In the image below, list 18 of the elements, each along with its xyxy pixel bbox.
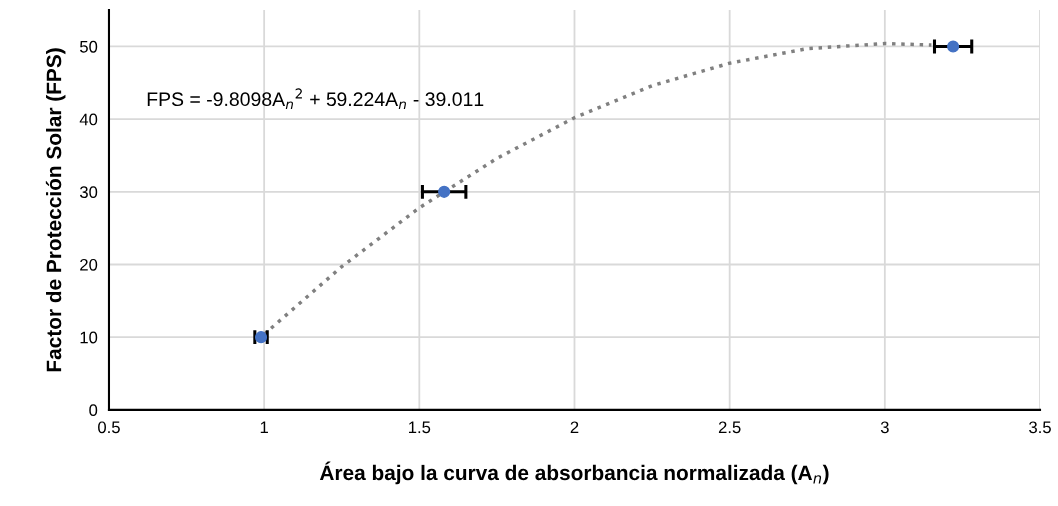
x-axis-title: Área bajo la curva de absorbancia normalizada (A$_{n}$) [319,461,829,485]
y-tick-label: 20 [80,258,98,271]
y-axis-title: Factor de Protección Solar (FPS) [45,48,66,372]
y-tick-label: 10 [80,331,98,344]
y-tick-label: 40 [79,113,98,126]
y-tick-label: 30 [79,186,98,199]
annotation: FPS = -9.8098A$_{n}$$^{2}$ + 59.224A$_{n}$ - 39.011 [147,88,484,110]
x-tick-label: 3.5 [1029,421,1051,434]
point [438,185,451,198]
x-tick-label: 2.5 [718,421,741,434]
x-tick-label: 0.5 [98,421,120,434]
y-tick-label: 50 [79,40,98,53]
x-tick-label: 2 [570,421,579,434]
x-tick-label: 3 [880,421,889,434]
point [947,40,960,53]
y-tick-label: 0 [89,404,98,417]
x-tick-label: 1.5 [409,421,431,434]
x-tick-label: 1 [260,421,268,434]
